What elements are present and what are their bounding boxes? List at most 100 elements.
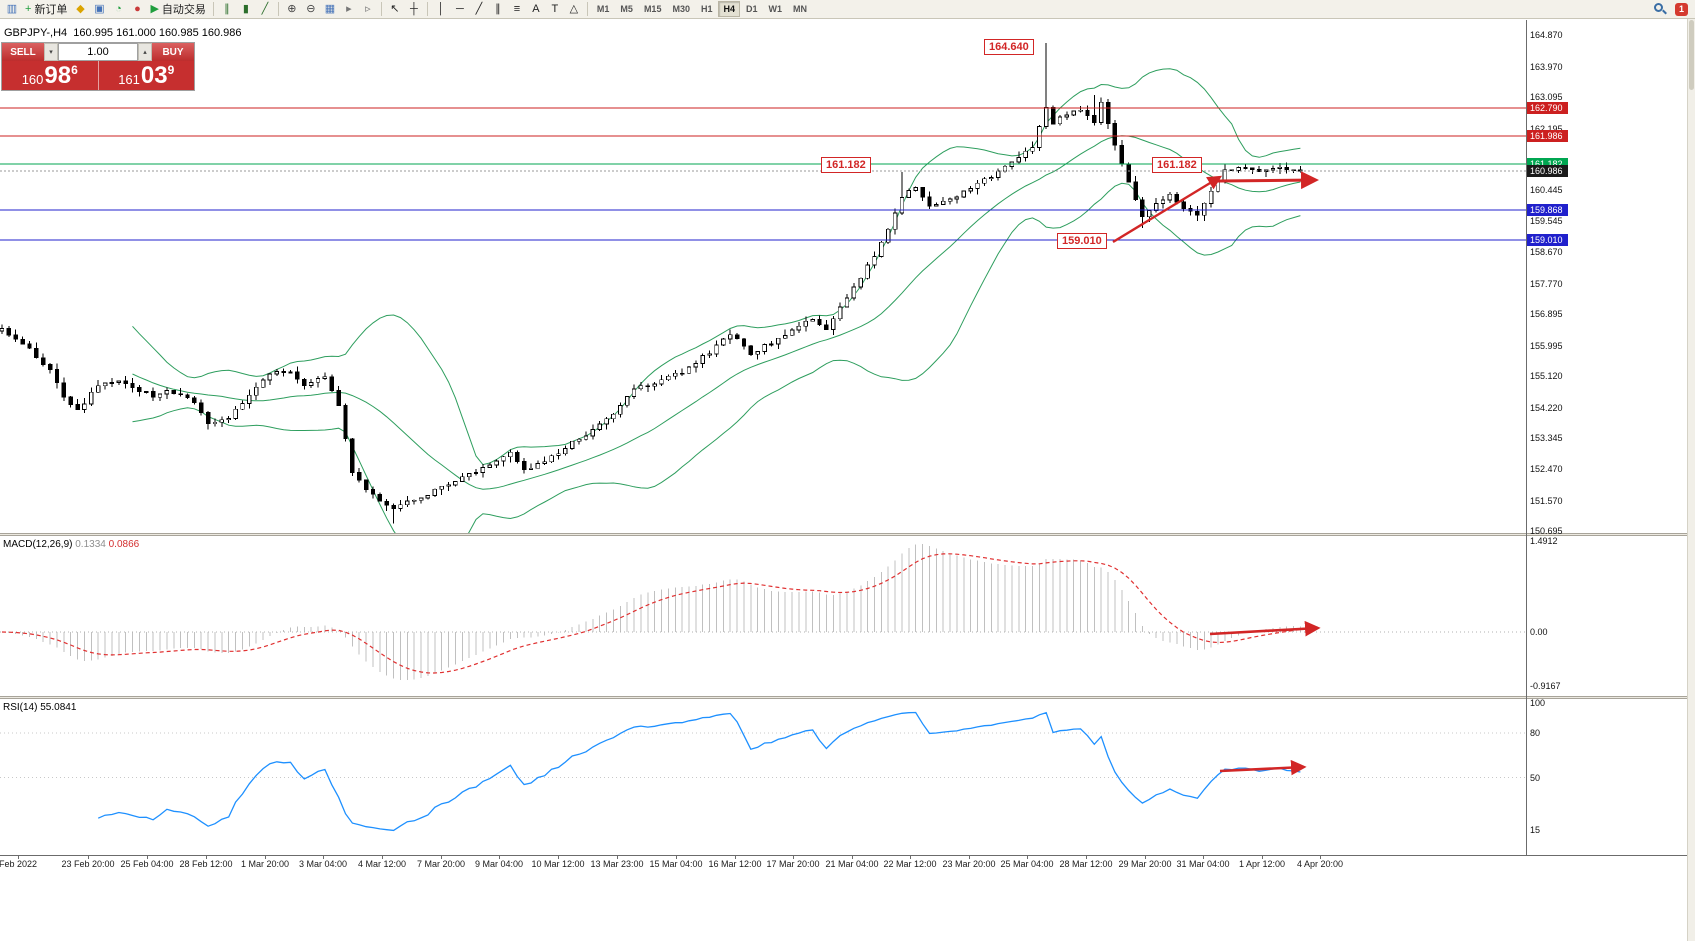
search-icon[interactable] — [1654, 2, 1667, 16]
main-price-chart[interactable] — [0, 28, 1526, 533]
cursor-icon: ↖ — [390, 2, 400, 15]
tile-windows-icon[interactable]: ▦ — [321, 1, 339, 17]
time-label: 22 Mar 12:00 — [883, 859, 937, 869]
zoom-out-icon[interactable]: ⊖ — [302, 1, 320, 17]
time-tick — [676, 856, 677, 859]
time-label: 25 Mar 04:00 — [1000, 859, 1054, 869]
autotrading-button[interactable]: ▶ 自动交易 — [147, 1, 208, 17]
time-tick — [735, 856, 736, 859]
history-center-icon: ◔ — [115, 2, 122, 15]
price-tick-label: 160.445 — [1530, 184, 1563, 195]
macd-indicator-panel[interactable] — [0, 537, 1526, 697]
ask-main-digits: 161 — [118, 72, 140, 88]
shapes-icon[interactable]: △ — [565, 1, 583, 17]
time-tick — [441, 856, 442, 859]
candlestick-mode-icon[interactable]: ▮ — [237, 1, 255, 17]
panel-divider[interactable] — [0, 696, 1687, 699]
panel-divider[interactable] — [0, 533, 1687, 536]
metaeditor-icon: ▣ — [94, 2, 105, 15]
time-tick — [969, 856, 970, 859]
new-chart-icon[interactable]: ▥ — [3, 1, 21, 17]
macd-signal-value: 0.0866 — [108, 539, 140, 550]
ask-price[interactable]: 161 03 9 — [99, 61, 195, 90]
time-tick — [558, 856, 559, 859]
timeframe-m30-button[interactable]: M30 — [672, 4, 690, 14]
rsi-scale-label: 100 — [1530, 698, 1546, 708]
volume-decrease-button[interactable]: ▾ — [44, 43, 58, 61]
price-line-tag: 159.010 — [1527, 234, 1568, 247]
volume-input[interactable] — [58, 43, 138, 61]
time-label: 7 Mar 20:00 — [416, 859, 466, 869]
vertical-line-icon: │ — [437, 2, 445, 15]
macd-main-value: 0.1334 — [75, 539, 106, 550]
macd-scale-label: 0.00 — [1530, 627, 1548, 637]
chevron-down-icon: ▾ — [49, 49, 53, 56]
shapes-icon: △ — [569, 2, 579, 15]
new-order-icon: + — [25, 2, 32, 15]
macd-scale-label: 1.4912 — [1530, 536, 1558, 546]
chevron-up-icon: ▴ — [143, 49, 147, 56]
cursor-icon[interactable]: ↖ — [386, 1, 404, 17]
scrollbar-thumb[interactable] — [1689, 20, 1694, 90]
notification-badge[interactable]: 1 — [1675, 2, 1688, 16]
horizontal-line-icon[interactable]: ─ — [451, 1, 469, 17]
fibonacci-icon[interactable]: ≡ — [508, 1, 526, 17]
price-tick-label: 151.570 — [1530, 495, 1563, 506]
label-tool-icon: T — [551, 2, 559, 15]
crosshair-icon[interactable]: ┼ — [405, 1, 423, 17]
zoom-in-icon[interactable]: ⊕ — [283, 1, 301, 17]
line-chart-mode-icon[interactable]: ╱ — [256, 1, 274, 17]
macd-indicator-label: MACD(12,26,9) 0.1334 0.0866 — [3, 539, 139, 550]
trendline-icon: ╱ — [475, 2, 483, 15]
rsi-indicator-label: RSI(14) 55.0841 — [3, 702, 76, 713]
volume-increase-button[interactable]: ▴ — [138, 43, 152, 61]
label-tool-icon[interactable]: T — [546, 1, 564, 17]
time-label: 16 Mar 12:00 — [708, 859, 762, 869]
main-toolbar: ▥ + 新订单 ◆ ▣ ◔ ● ▶ 自动交易 ∥ ▮ ╱ ⊕ ⊖ ▦ ▸ ▹ ↖ ┼ │ ─ ╱ ∥ ≡ A T △ M1 M5 M15 M… — [0, 0, 1695, 19]
new-order-button[interactable]: + 新订单 — [22, 1, 70, 17]
rsi-scale-label: 15 — [1530, 824, 1541, 835]
bid-pip-digit: 6 — [71, 63, 78, 77]
timeframe-w1-button[interactable]: W1 — [768, 4, 783, 14]
bar-chart-mode-icon[interactable]: ∥ — [218, 1, 236, 17]
mql5-wizard-icon[interactable]: ◆ — [71, 1, 89, 17]
ask-pip-digit: 9 — [167, 63, 175, 77]
price-line-tag: 162.790 — [1527, 101, 1568, 114]
history-center-icon[interactable]: ◔ — [109, 1, 127, 17]
time-label: 1 Mar 20:00 — [240, 859, 290, 869]
price-line-tag: 161.986 — [1527, 129, 1568, 142]
time-label: 28 Mar 12:00 — [1059, 859, 1113, 869]
metaeditor-icon[interactable]: ▣ — [90, 1, 108, 17]
rsi-indicator-panel[interactable] — [0, 700, 1526, 855]
vertical-scrollbar[interactable] — [1687, 19, 1695, 941]
toolbar-separator — [586, 2, 588, 16]
timeframe-d1-button[interactable]: D1 — [746, 4, 758, 14]
timeframe-m5-button[interactable]: M5 — [620, 4, 633, 14]
timeframe-m15-button[interactable]: M15 — [643, 4, 662, 14]
chart-shift-icon[interactable]: ▹ — [359, 1, 377, 17]
candlestick-mode-icon: ▮ — [242, 2, 249, 15]
alert-icon[interactable]: ● — [128, 1, 146, 17]
vertical-line-icon[interactable]: │ — [432, 1, 450, 17]
price-tick-label: 155.120 — [1530, 371, 1563, 382]
text-tool-icon[interactable]: A — [527, 1, 545, 17]
bar-chart-mode-icon: ∥ — [224, 2, 230, 15]
timeframe-mn-button[interactable]: MN — [793, 4, 808, 14]
time-tick — [18, 856, 19, 859]
equidistant-channel-icon[interactable]: ∥ — [489, 1, 507, 17]
sell-button[interactable]: SELL — [2, 43, 44, 61]
bid-price[interactable]: 160 98 6 — [2, 61, 98, 90]
autoscroll-icon[interactable]: ▸ — [340, 1, 358, 17]
timeframe-m1-button[interactable]: M1 — [596, 4, 610, 14]
buy-button[interactable]: BUY — [152, 43, 194, 61]
price-tick-label: 152.470 — [1530, 464, 1563, 474]
time-label: 21 Mar 04:00 — [825, 859, 879, 869]
time-tick — [910, 856, 911, 859]
timeframe-h1-button[interactable]: H1 — [700, 4, 713, 14]
price-tick-label: 154.220 — [1530, 402, 1563, 413]
trendline-icon[interactable]: ╱ — [470, 1, 488, 17]
bid-big-digits: 98 — [44, 62, 72, 90]
timeframe-h4-button[interactable]: H4 — [718, 1, 740, 17]
